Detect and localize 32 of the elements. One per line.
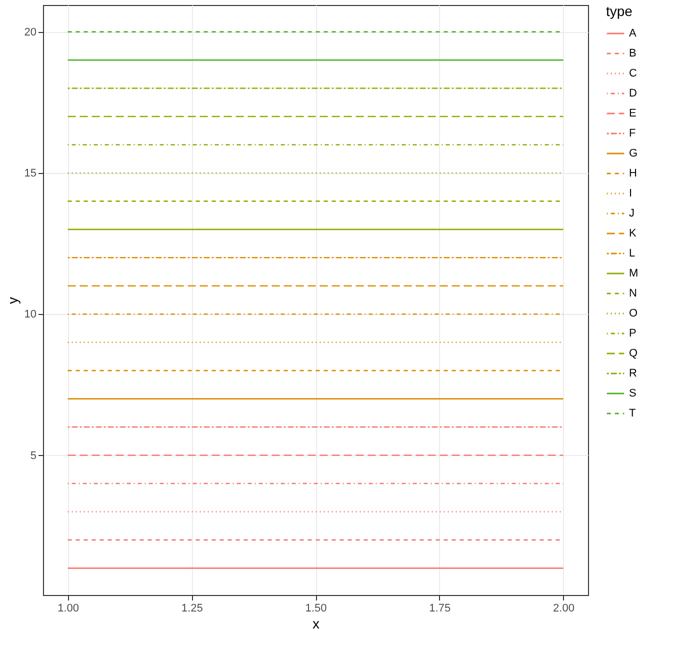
legend-label: E [629, 108, 636, 120]
legend-label: G [629, 148, 638, 160]
legend-title: type [606, 3, 633, 19]
x-axis-title: x [312, 616, 320, 632]
x-tick-label: 1.75 [429, 602, 451, 614]
legend-label: H [629, 168, 637, 180]
legend-label: A [629, 28, 637, 40]
legend-label: S [629, 388, 636, 400]
legend-label: M [629, 268, 638, 280]
x-tick-label: 1.00 [58, 602, 79, 614]
legend-label: T [629, 408, 636, 420]
legend-label: B [629, 48, 636, 60]
legend-label: L [629, 248, 636, 260]
legend-label: N [629, 288, 637, 300]
legend-label: C [629, 68, 637, 80]
legend-label: K [629, 228, 637, 240]
legend-label: Q [629, 348, 638, 360]
x-tick-label: 1.50 [305, 602, 327, 614]
x-tick-label: 1.25 [181, 602, 203, 614]
legend-label: I [629, 188, 632, 200]
x-tick-label: 2.00 [553, 602, 574, 614]
y-axis-title: y [4, 297, 20, 304]
y-tick-label: 15 [24, 167, 36, 180]
y-tick-label: 20 [24, 26, 36, 38]
y-tick-label: 10 [24, 308, 36, 321]
legend-label: D [629, 88, 637, 100]
legend-label: R [629, 368, 637, 380]
legend-label: J [629, 208, 634, 220]
legend-label: O [629, 308, 638, 320]
legend-label: P [629, 328, 636, 340]
y-tick-label: 5 [30, 450, 36, 462]
legend-label: F [629, 128, 636, 140]
